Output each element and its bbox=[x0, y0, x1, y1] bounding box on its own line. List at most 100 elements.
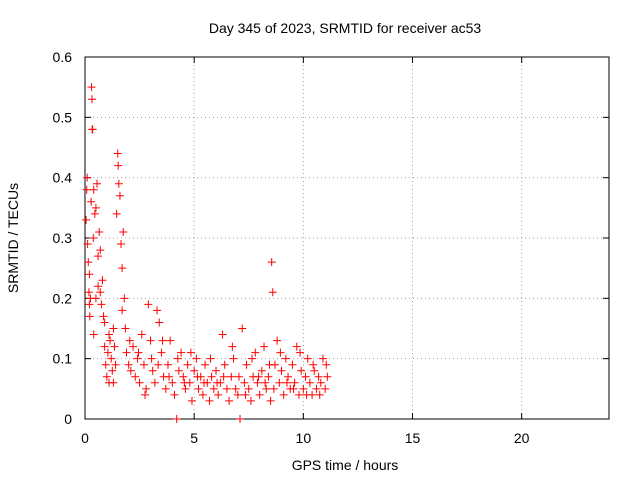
plus-marker bbox=[148, 366, 157, 375]
data-point bbox=[95, 227, 104, 236]
plus-marker bbox=[276, 348, 285, 357]
plus-marker bbox=[266, 396, 275, 405]
plus-marker bbox=[121, 324, 130, 333]
data-point bbox=[209, 384, 218, 393]
data-point bbox=[282, 378, 291, 387]
plus-marker bbox=[87, 95, 96, 104]
plus-marker bbox=[194, 384, 203, 393]
data-point bbox=[279, 390, 288, 399]
data-point bbox=[284, 372, 293, 381]
plus-marker bbox=[201, 360, 210, 369]
plus-marker bbox=[225, 396, 234, 405]
plus-marker bbox=[296, 348, 305, 357]
data-point bbox=[100, 342, 109, 351]
y-ticks: 0 0.1 0.2 0.3 0.4 0.5 0.6 bbox=[53, 49, 609, 427]
data-point bbox=[125, 336, 134, 345]
plus-marker bbox=[94, 282, 103, 291]
plus-marker bbox=[233, 390, 242, 399]
plus-marker bbox=[165, 372, 174, 381]
data-point bbox=[111, 360, 120, 369]
plus-marker bbox=[118, 306, 127, 315]
plus-marker bbox=[85, 270, 94, 279]
data-point bbox=[158, 336, 167, 345]
data-point bbox=[255, 390, 264, 399]
data-point bbox=[181, 384, 190, 393]
data-point bbox=[120, 294, 129, 303]
plus-marker bbox=[150, 378, 159, 387]
data-point bbox=[107, 354, 116, 363]
x-tick-label: 0 bbox=[81, 430, 89, 446]
plus-marker bbox=[205, 396, 214, 405]
plus-marker bbox=[163, 360, 172, 369]
plus-marker bbox=[115, 191, 124, 200]
data-point bbox=[122, 348, 131, 357]
plus-marker bbox=[142, 384, 151, 393]
data-point bbox=[109, 324, 118, 333]
plus-marker bbox=[303, 354, 312, 363]
plus-marker bbox=[228, 342, 237, 351]
data-point bbox=[303, 354, 312, 363]
plus-marker bbox=[260, 342, 269, 351]
plus-marker bbox=[109, 378, 118, 387]
data-point bbox=[142, 384, 151, 393]
plus-marker bbox=[124, 360, 133, 369]
y-tick-label: 0.5 bbox=[53, 109, 73, 125]
plus-marker bbox=[139, 360, 148, 369]
data-point bbox=[87, 83, 96, 92]
plus-marker bbox=[155, 318, 164, 327]
data-point bbox=[166, 336, 175, 345]
plus-marker bbox=[269, 384, 278, 393]
plus-marker bbox=[84, 258, 93, 267]
data-point bbox=[177, 348, 186, 357]
plus-marker bbox=[234, 372, 243, 381]
data-point bbox=[289, 384, 298, 393]
data-point bbox=[260, 342, 269, 351]
data-point bbox=[318, 354, 327, 363]
data-point bbox=[246, 396, 255, 405]
plus-marker bbox=[177, 348, 186, 357]
plus-marker bbox=[105, 330, 114, 339]
data-point bbox=[168, 378, 177, 387]
data-point bbox=[186, 348, 195, 357]
plus-marker bbox=[114, 161, 123, 170]
plus-marker bbox=[242, 360, 251, 369]
plus-marker bbox=[310, 366, 319, 375]
data-point bbox=[157, 348, 166, 357]
data-point bbox=[114, 161, 123, 170]
data-point bbox=[251, 348, 260, 357]
data-point bbox=[91, 203, 100, 212]
plus-marker bbox=[87, 83, 96, 92]
data-point bbox=[193, 372, 202, 381]
data-point bbox=[309, 360, 318, 369]
plus-marker bbox=[174, 366, 183, 375]
data-point bbox=[218, 330, 227, 339]
plus-marker bbox=[192, 354, 201, 363]
data-point bbox=[131, 372, 140, 381]
data-point bbox=[199, 378, 208, 387]
data-point bbox=[273, 336, 282, 345]
plus-marker bbox=[107, 354, 116, 363]
data-point bbox=[321, 384, 330, 393]
plus-marker bbox=[299, 384, 308, 393]
plus-marker bbox=[265, 360, 274, 369]
data-point bbox=[180, 378, 189, 387]
plus-marker bbox=[240, 378, 249, 387]
data-point bbox=[262, 384, 271, 393]
data-point bbox=[228, 342, 237, 351]
data-point bbox=[85, 270, 94, 279]
data-point bbox=[299, 384, 308, 393]
data-point bbox=[201, 360, 210, 369]
data-point bbox=[310, 366, 319, 375]
plus-marker bbox=[144, 300, 153, 309]
plus-marker bbox=[135, 378, 144, 387]
plus-marker bbox=[262, 384, 271, 393]
data-point bbox=[172, 415, 181, 423]
data-point bbox=[109, 378, 118, 387]
data-point bbox=[153, 306, 162, 315]
plus-marker bbox=[99, 312, 108, 321]
data-point bbox=[198, 390, 207, 399]
plus-marker bbox=[89, 185, 98, 194]
plus-marker bbox=[109, 324, 118, 333]
y-tick-label: 0.4 bbox=[53, 170, 73, 186]
plus-marker bbox=[100, 342, 109, 351]
